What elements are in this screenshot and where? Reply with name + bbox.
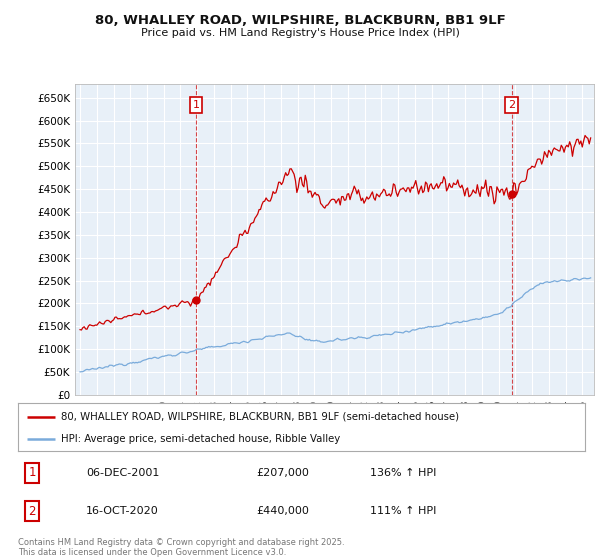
Text: 136% ↑ HPI: 136% ↑ HPI <box>370 468 436 478</box>
Text: Price paid vs. HM Land Registry's House Price Index (HPI): Price paid vs. HM Land Registry's House … <box>140 28 460 38</box>
Text: 06-DEC-2001: 06-DEC-2001 <box>86 468 160 478</box>
Text: 111% ↑ HPI: 111% ↑ HPI <box>370 506 436 516</box>
Text: 16-OCT-2020: 16-OCT-2020 <box>86 506 159 516</box>
Text: 2: 2 <box>28 505 36 517</box>
Text: 80, WHALLEY ROAD, WILPSHIRE, BLACKBURN, BB1 9LF (semi-detached house): 80, WHALLEY ROAD, WILPSHIRE, BLACKBURN, … <box>61 412 458 422</box>
Text: 1: 1 <box>28 466 36 479</box>
Text: HPI: Average price, semi-detached house, Ribble Valley: HPI: Average price, semi-detached house,… <box>61 434 340 444</box>
Text: £440,000: £440,000 <box>256 506 309 516</box>
Text: 80, WHALLEY ROAD, WILPSHIRE, BLACKBURN, BB1 9LF: 80, WHALLEY ROAD, WILPSHIRE, BLACKBURN, … <box>95 14 505 27</box>
Text: 1: 1 <box>193 100 199 110</box>
Text: 2: 2 <box>508 100 515 110</box>
Text: Contains HM Land Registry data © Crown copyright and database right 2025.
This d: Contains HM Land Registry data © Crown c… <box>18 538 344 557</box>
Text: £207,000: £207,000 <box>256 468 309 478</box>
